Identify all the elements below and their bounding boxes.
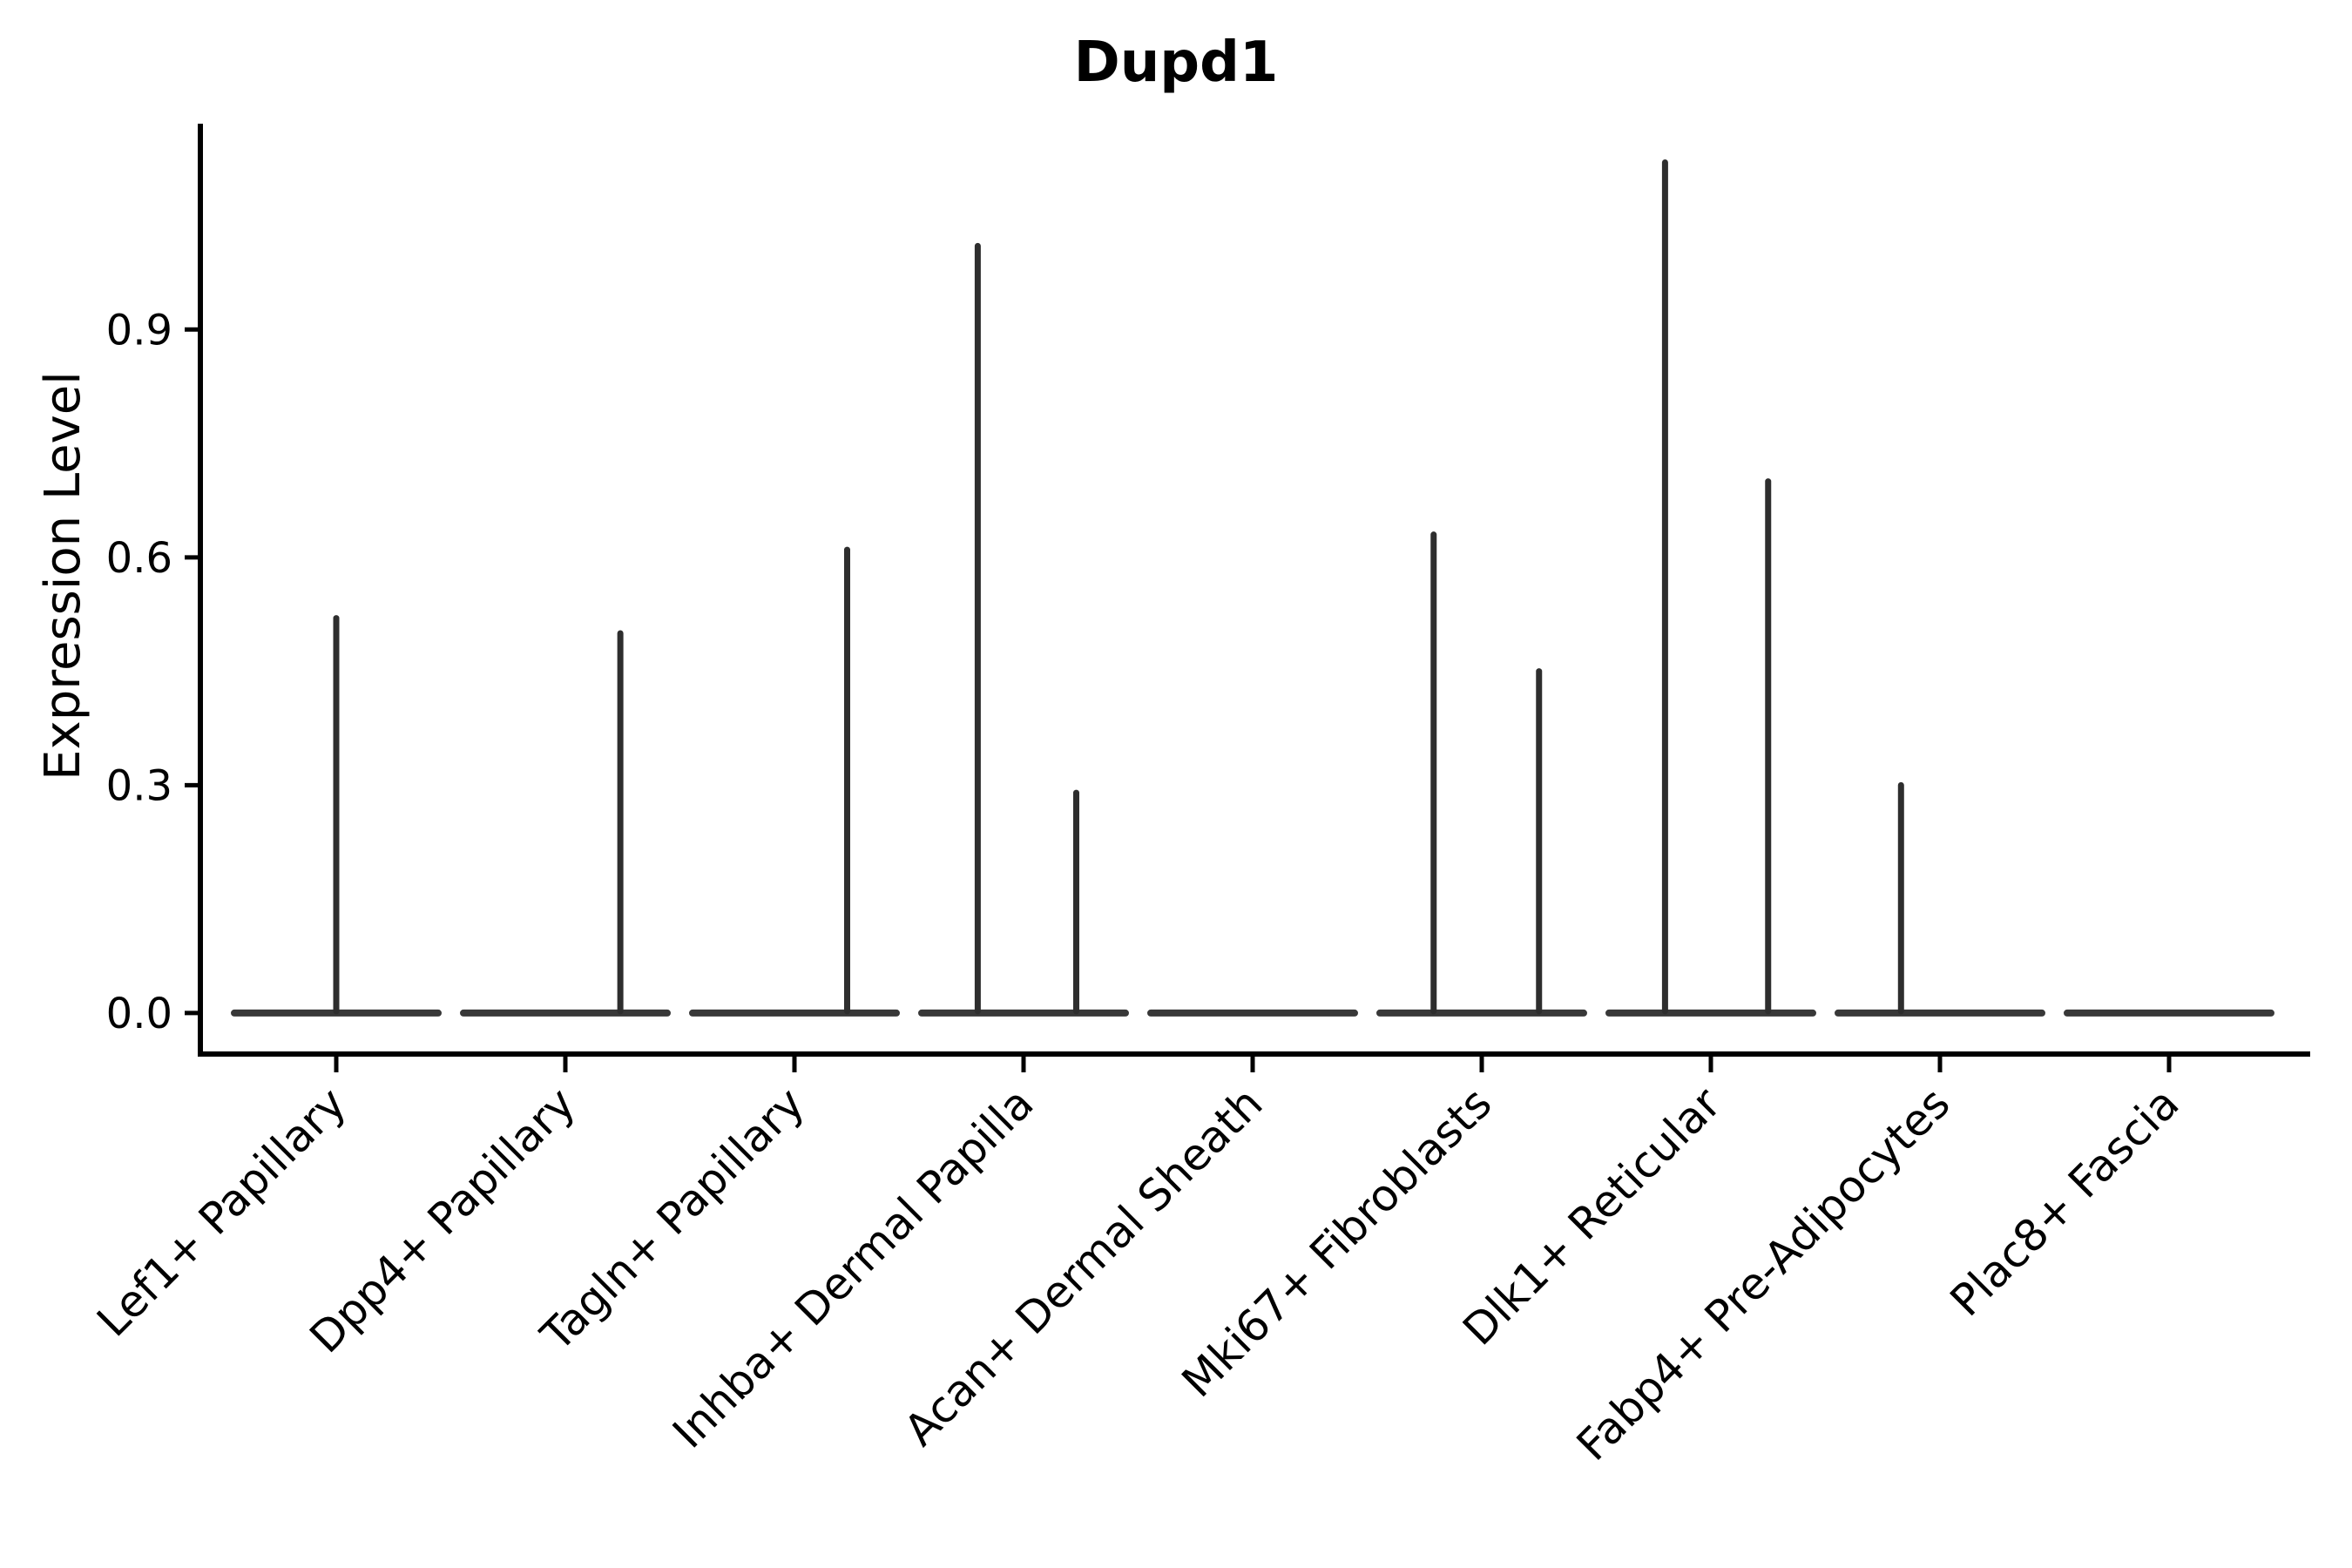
y-tick-label: 0.0 [106,990,172,1038]
y-tick-label: 0.9 [106,306,172,355]
y-tick-label: 0.3 [106,761,172,810]
violin-body [1147,1009,1358,1017]
x-tick-label: Plac8+ Fascia [1941,1078,2189,1326]
x-tick-label: Lef1+ Papillary [87,1078,355,1346]
violin-body [918,1009,1129,1017]
chart-title: Dupd1 [1073,30,1279,95]
violin-body [689,1009,900,1017]
y-tick-label: 0.6 [106,534,172,583]
violin-body [1605,1009,1816,1017]
violin-body [460,1009,671,1017]
x-tick-label: Fabp4+ Pre-Adipocytes [1567,1078,1960,1470]
violin-body [1835,1009,2045,1017]
violin-body [1376,1009,1587,1017]
violin-body [2064,1009,2274,1017]
